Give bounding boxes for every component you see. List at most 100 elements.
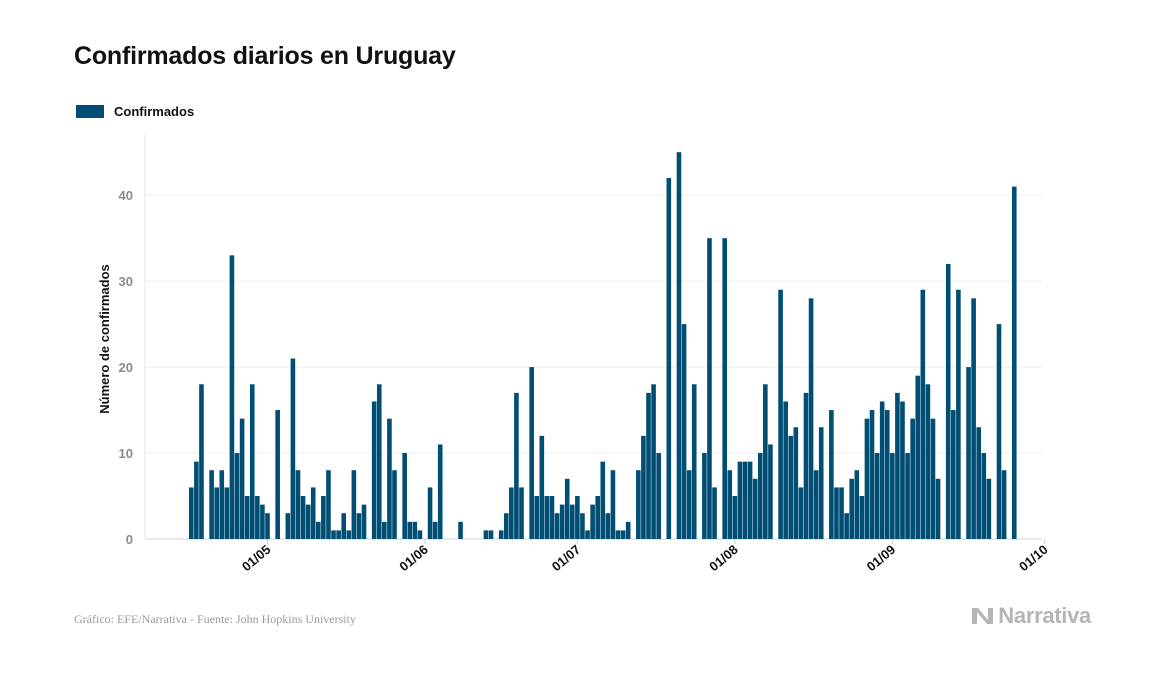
bar bbox=[437, 444, 443, 539]
bar bbox=[986, 478, 992, 539]
bar bbox=[590, 504, 595, 539]
bar bbox=[580, 513, 585, 539]
bar bbox=[488, 530, 494, 539]
chart-title: Confirmados diarios en Uruguay bbox=[74, 42, 456, 70]
bar bbox=[255, 496, 260, 539]
bar bbox=[189, 487, 194, 539]
bar bbox=[768, 444, 773, 539]
bar bbox=[966, 367, 971, 539]
bar bbox=[300, 496, 306, 539]
bar bbox=[818, 427, 824, 539]
bar bbox=[575, 496, 580, 539]
bar bbox=[316, 521, 321, 539]
bar bbox=[895, 392, 900, 539]
bar bbox=[554, 513, 560, 539]
bar bbox=[361, 504, 367, 539]
y-tick-label: 0 bbox=[126, 532, 133, 547]
bar bbox=[763, 384, 768, 539]
bar bbox=[224, 487, 230, 539]
x-tick-label: 01/05 bbox=[239, 542, 274, 574]
bar bbox=[1011, 186, 1017, 539]
bar bbox=[432, 521, 438, 539]
bar bbox=[229, 255, 235, 539]
bar bbox=[1001, 470, 1007, 539]
bar bbox=[285, 513, 291, 539]
bar bbox=[935, 478, 941, 539]
bar bbox=[605, 513, 611, 539]
bar bbox=[884, 410, 890, 539]
bar bbox=[976, 427, 981, 539]
bar bbox=[900, 401, 905, 539]
bar bbox=[722, 238, 727, 539]
bar bbox=[356, 513, 362, 539]
bar bbox=[376, 384, 382, 539]
x-tick-label: 01/06 bbox=[396, 542, 431, 574]
bar bbox=[793, 427, 799, 539]
bar bbox=[544, 496, 550, 539]
bar bbox=[595, 496, 600, 539]
bar bbox=[849, 478, 854, 539]
bar bbox=[651, 384, 656, 539]
bar bbox=[676, 152, 682, 539]
bar bbox=[514, 392, 519, 539]
bar bbox=[615, 530, 621, 539]
bar bbox=[839, 487, 844, 539]
bar bbox=[214, 487, 219, 539]
bar bbox=[890, 453, 895, 539]
bar bbox=[585, 530, 590, 539]
x-tick-label: 01/09 bbox=[864, 542, 899, 574]
bar bbox=[778, 289, 783, 539]
bar bbox=[834, 487, 839, 539]
bar bbox=[910, 418, 915, 539]
bar bbox=[483, 530, 489, 539]
bar bbox=[956, 289, 961, 539]
bar bbox=[879, 401, 885, 539]
bar bbox=[519, 487, 524, 539]
bar bbox=[747, 461, 753, 539]
bar bbox=[925, 384, 931, 539]
bar bbox=[260, 504, 265, 539]
bar bbox=[412, 521, 418, 539]
bar bbox=[402, 453, 407, 539]
bar bbox=[219, 470, 225, 539]
y-tick-label: 40 bbox=[119, 188, 133, 203]
bar bbox=[290, 358, 296, 539]
source-note: Gráfico: EFE/Narrativa - Fuente: John Ho… bbox=[74, 612, 356, 626]
bar bbox=[742, 461, 748, 539]
bar bbox=[752, 478, 758, 539]
bar bbox=[945, 263, 951, 539]
bar bbox=[509, 487, 514, 539]
bar bbox=[529, 367, 534, 539]
bar bbox=[803, 392, 809, 539]
bar bbox=[336, 530, 341, 539]
bar bbox=[326, 470, 331, 539]
bar bbox=[382, 521, 387, 539]
bar bbox=[656, 453, 661, 539]
bar bbox=[666, 177, 672, 540]
bar bbox=[427, 487, 433, 539]
bar bbox=[341, 513, 346, 539]
bar bbox=[346, 530, 352, 539]
bar bbox=[996, 324, 1002, 539]
bar bbox=[854, 470, 860, 539]
bar bbox=[610, 470, 616, 539]
bar bbox=[783, 401, 788, 539]
bar bbox=[534, 496, 540, 539]
bar bbox=[564, 478, 570, 539]
bar bbox=[570, 504, 575, 539]
brand-name: Narrativa bbox=[998, 603, 1091, 628]
bar bbox=[539, 435, 545, 539]
bar bbox=[874, 453, 880, 539]
bar bbox=[757, 453, 763, 539]
bar bbox=[234, 453, 240, 539]
bar bbox=[295, 470, 301, 539]
bar bbox=[920, 289, 926, 539]
bar bbox=[275, 410, 280, 539]
bars bbox=[189, 152, 1017, 540]
bar bbox=[971, 298, 976, 539]
bar bbox=[915, 375, 921, 539]
bar bbox=[625, 521, 631, 539]
y-tick-label: 30 bbox=[119, 274, 133, 289]
bar bbox=[331, 530, 336, 539]
y-tick-label: 20 bbox=[119, 360, 133, 375]
